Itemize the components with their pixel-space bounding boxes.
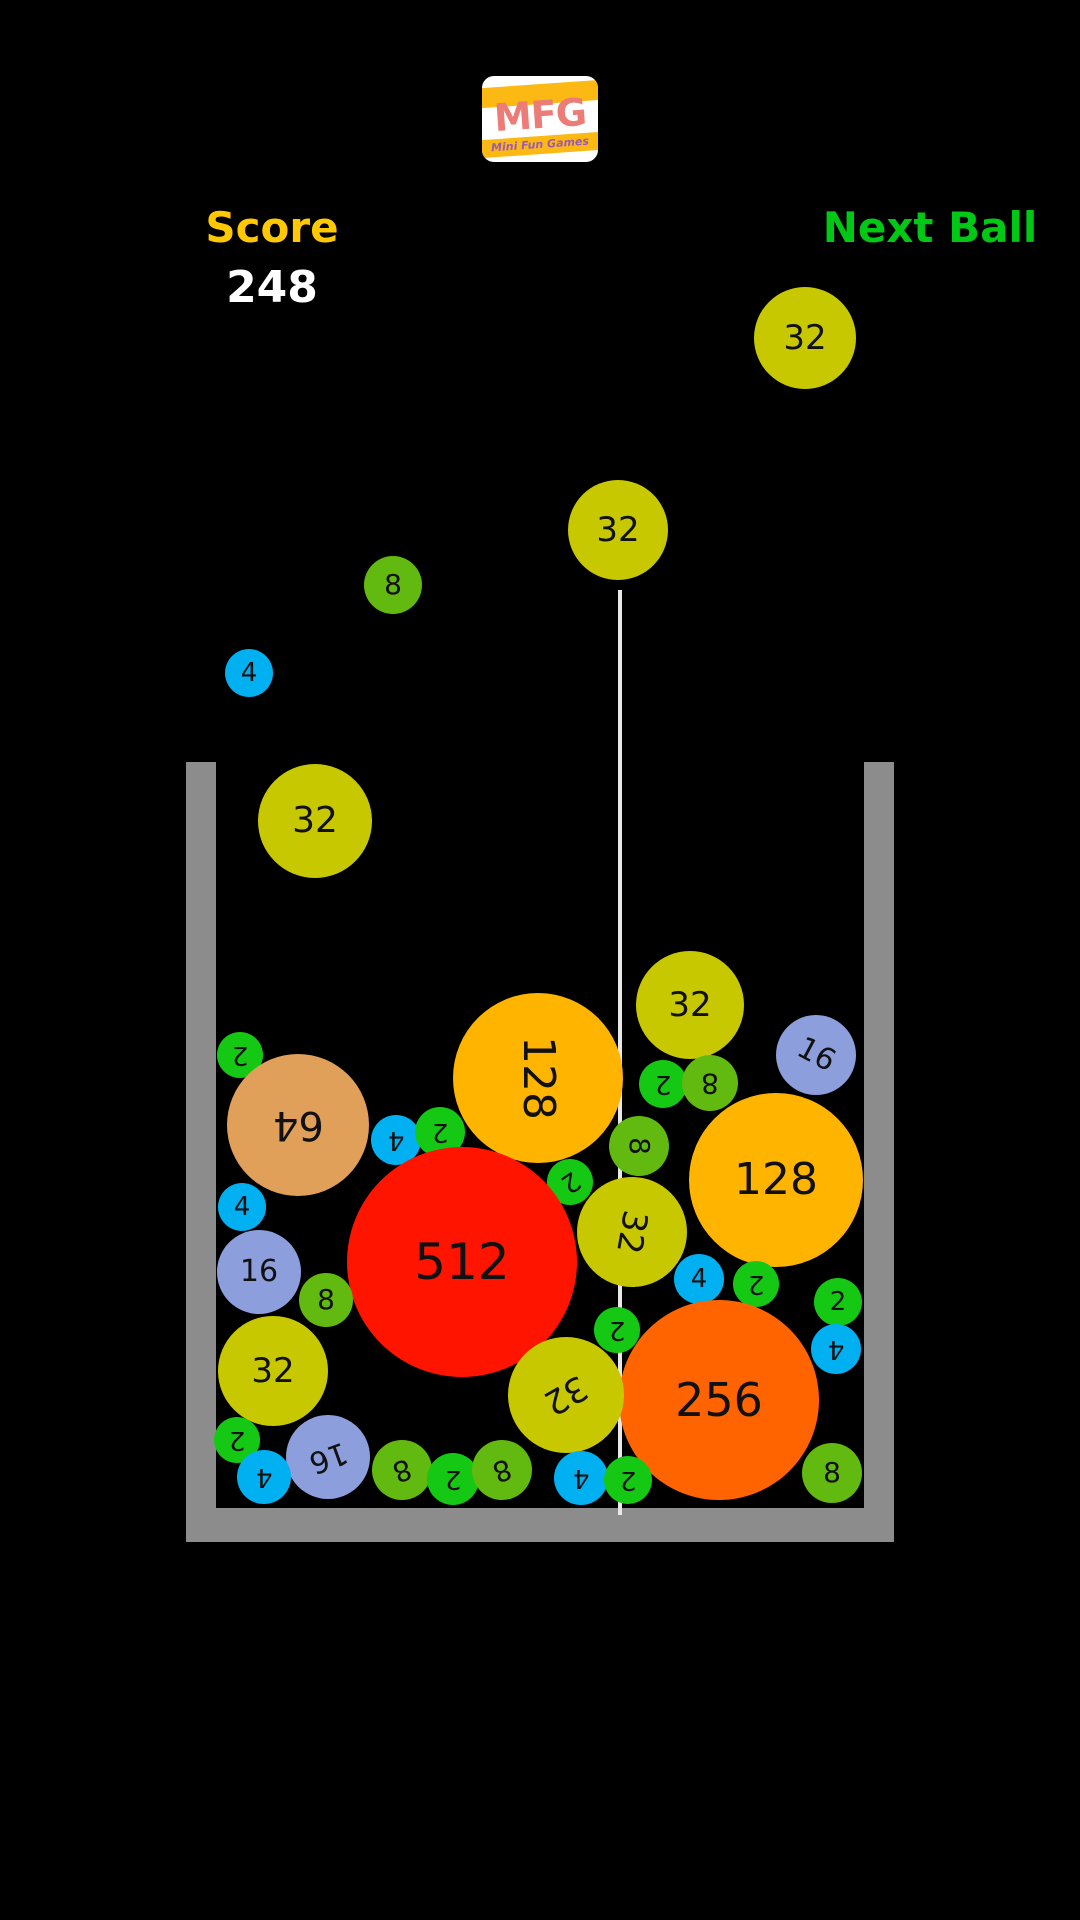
ball-value-label: 64 [272,1102,324,1148]
ball-2-stacked: 2 [594,1307,640,1353]
ball-value-label: 256 [675,1373,763,1427]
ball-8-stacked: 8 [609,1116,669,1176]
ball-value-label: 4 [240,658,258,688]
ball-value-label: 2 [608,1315,626,1345]
ball-128-stacked: 128 [689,1093,863,1267]
ball-value-label: 16 [304,1434,353,1481]
ball-32-stacked: 32 [636,951,744,1059]
ball-value-label: 8 [384,568,402,601]
ball-8-falling: 8 [364,556,422,614]
ball-8-stacked: 8 [472,1440,532,1500]
ball-8-stacked: 8 [682,1055,738,1111]
ball-value-label: 8 [823,1456,841,1489]
ball-value-label: 8 [388,1451,417,1490]
ball-8-stacked: 8 [372,1440,432,1500]
ball-32-stacked: 32 [218,1316,328,1426]
ball-value-label: 8 [622,1137,656,1155]
ball-8-stacked: 8 [299,1273,353,1327]
ball-value-label: 16 [791,1030,842,1079]
ball-2-stacked: 2 [639,1060,687,1108]
ball-value-label: 32 [251,1351,295,1391]
ball-32-falling: 32 [568,480,668,580]
ball-value-label: 4 [387,1125,405,1155]
ball-value-label: 32 [608,1207,656,1257]
ball-value-label: 32 [537,1366,595,1424]
ball-2-stacked: 2 [814,1278,862,1326]
ball-value-label: 8 [488,1451,517,1490]
ball-128-stacked: 128 [453,993,623,1163]
ball-32-stacked: 32 [508,1337,624,1453]
ball-value-label: 128 [734,1154,818,1205]
ball-value-label: 32 [668,985,712,1025]
app-logo: MFG Mini Fun Games [482,76,598,162]
logo-title: MFG [492,89,588,141]
ball-value-label: 16 [239,1254,279,1289]
ball-512-stacked: 512 [347,1147,577,1377]
ball-value-label: 2 [431,1117,449,1147]
next-ball-label: Next Ball [822,203,1038,252]
ball-value-label: 2 [654,1069,672,1099]
score-label: Score [205,203,339,252]
ball-value-label: 4 [255,1462,273,1492]
ball-value-label: 2 [444,1464,462,1494]
ball-value-label: 8 [701,1067,719,1100]
ball-4-stacked: 4 [811,1324,861,1374]
ball-value-label: 128 [512,1036,564,1120]
container-wall-right [864,762,894,1518]
ball-4-stacked: 4 [674,1254,724,1304]
ball-value-label: 2 [228,1425,246,1455]
ball-4-falling: 4 [225,649,273,697]
ball-32-falling: 32 [258,764,372,878]
ball-value-label: 2 [231,1040,249,1070]
ball-64-stacked: 64 [227,1054,369,1196]
ball-32-next: 32 [754,287,856,389]
ball-32-stacked: 32 [577,1177,687,1287]
ball-value-label: 8 [317,1283,335,1316]
ball-value-label: 32 [783,318,827,358]
ball-2-stacked: 2 [427,1453,479,1505]
ball-value-label: 4 [572,1463,590,1493]
ball-8-stacked: 8 [802,1443,862,1503]
ball-value-label: 2 [829,1287,847,1317]
ball-2-stacked: 2 [733,1261,779,1307]
ball-value-label: 2 [747,1269,765,1299]
ball-2-stacked: 2 [604,1456,652,1504]
score-value: 248 [226,262,318,313]
ball-256-stacked: 256 [619,1300,819,1500]
ball-value-label: 4 [827,1334,845,1364]
ball-4-stacked: 4 [218,1183,266,1231]
ball-4-stacked: 4 [554,1451,608,1505]
ball-value-label: 512 [414,1233,510,1291]
ball-value-label: 4 [690,1264,708,1294]
container-floor [186,1508,894,1542]
ball-value-label: 2 [554,1164,586,1200]
ball-4-stacked: 4 [237,1450,291,1504]
ball-16-stacked: 16 [286,1415,370,1499]
ball-value-label: 32 [292,800,338,841]
ball-value-label: 4 [233,1192,251,1222]
ball-value-label: 32 [596,510,640,550]
container-wall-left [186,762,216,1518]
ball-value-label: 2 [619,1465,637,1495]
drop-guide-line [618,590,622,1515]
ball-16-stacked: 16 [776,1015,856,1095]
ball-16-stacked: 16 [217,1230,301,1314]
